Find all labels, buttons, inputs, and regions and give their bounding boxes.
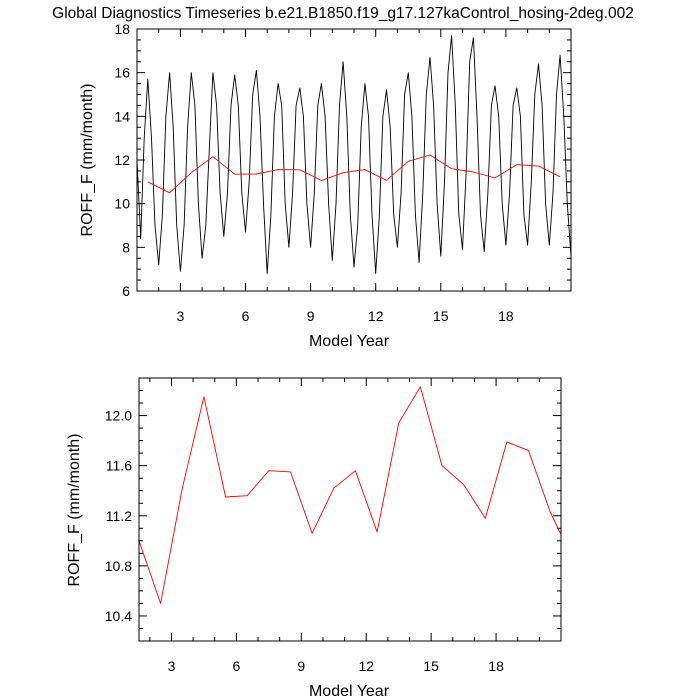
top-chart-y-tick-label: 14 bbox=[114, 108, 130, 124]
bottom-chart-x-tick-label: 12 bbox=[358, 658, 374, 674]
top-chart-series-line-0 bbox=[136, 35, 572, 274]
bottom-chart-y-tick-label: 11.2 bbox=[106, 508, 132, 524]
bottom-chart: 3 6 9 12 15 18 10.4 10.8 11.2 11.6 12.0 Model Year… bbox=[66, 377, 562, 700]
top-chart-x-tick-label: 3 bbox=[177, 308, 185, 324]
bottom-chart-series-line-0 bbox=[138, 386, 562, 604]
top-chart-x-tick-label: 6 bbox=[242, 308, 250, 324]
top-chart-xlabel: Model Year bbox=[309, 333, 390, 350]
top-chart-x-tick-label: 12 bbox=[368, 308, 384, 324]
top-chart-series-line-1 bbox=[147, 154, 561, 194]
bottom-chart-y-tick-label: 12.0 bbox=[105, 408, 132, 424]
bottom-chart-y-tick-label: 10.4 bbox=[105, 608, 132, 624]
top-chart-y-tick-label: 6 bbox=[122, 283, 130, 299]
top-chart-y-tick-label: 18 bbox=[114, 21, 130, 37]
top-chart-y-tick-label: 16 bbox=[114, 65, 130, 81]
top-chart-x-tick-label: 9 bbox=[307, 308, 315, 324]
bottom-chart-xlabel: Model Year bbox=[309, 683, 390, 700]
top-chart-y-tick-label: 12 bbox=[114, 152, 130, 168]
bottom-chart-x-tick-label: 3 bbox=[168, 658, 176, 674]
top-chart-ylabel: ROFF_F (mm/month) bbox=[79, 84, 96, 237]
top-chart-x-tick-label: 18 bbox=[498, 308, 514, 324]
bottom-chart-frame bbox=[138, 377, 562, 642]
bottom-chart-ylabel: ROFF_F (mm/month) bbox=[66, 434, 83, 587]
top-chart: 3 6 9 12 15 18 6 8 10 12 14 16 18 Model Year ROFF_F … bbox=[79, 21, 572, 350]
figure-title: Global Diagnostics Timeseries b.e21.B185… bbox=[52, 5, 634, 22]
top-chart-y-tick-label: 10 bbox=[114, 196, 130, 212]
bottom-chart-y-tick-label: 11.6 bbox=[106, 458, 132, 474]
top-chart-y-tick-label: 8 bbox=[122, 239, 130, 255]
bottom-chart-x-tick-label: 15 bbox=[423, 658, 439, 674]
top-chart-x-tick-label: 15 bbox=[433, 308, 449, 324]
bottom-chart-x-tick-label: 6 bbox=[232, 658, 240, 674]
bottom-chart-x-tick-label: 18 bbox=[488, 658, 504, 674]
bottom-chart-x-tick-label: 9 bbox=[297, 658, 305, 674]
top-chart-frame bbox=[136, 28, 572, 292]
bottom-chart-y-tick-label: 10.8 bbox=[105, 558, 132, 574]
